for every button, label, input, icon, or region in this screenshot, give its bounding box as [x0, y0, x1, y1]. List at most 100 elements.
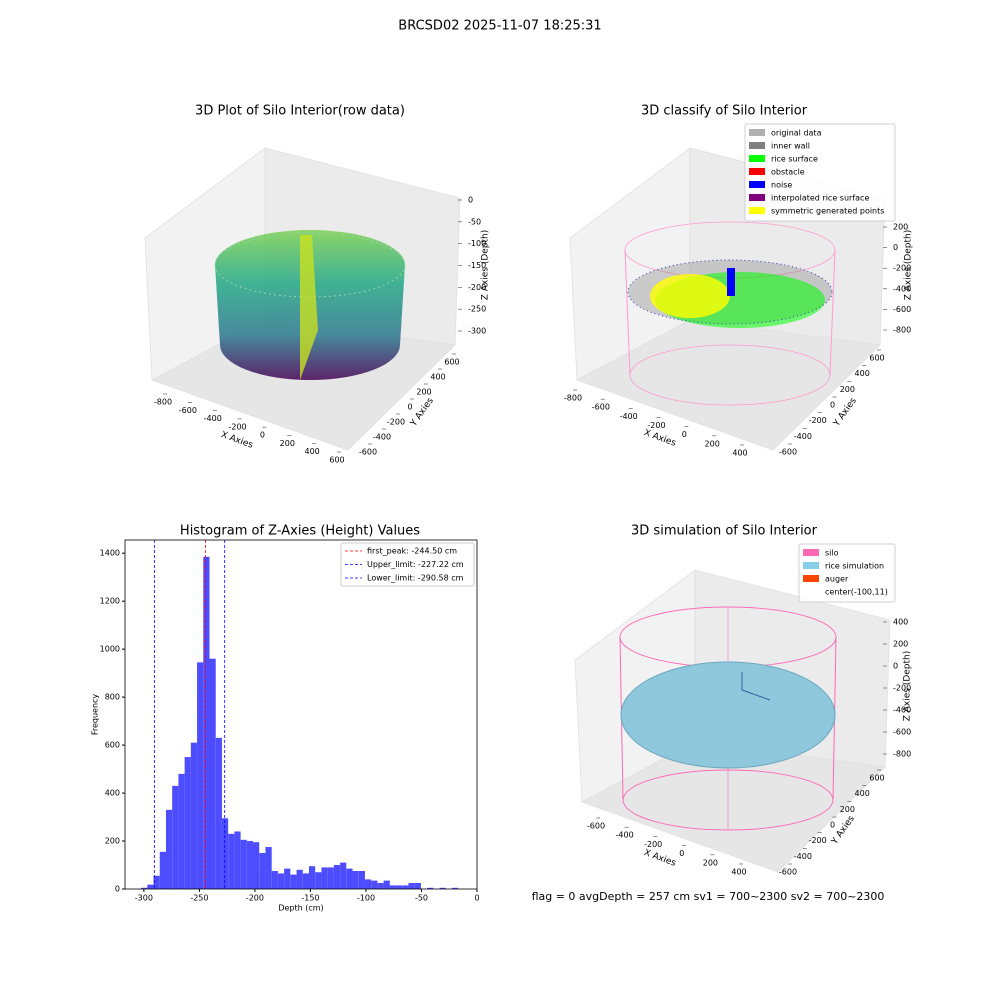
- y-tick-label: 200: [840, 385, 855, 394]
- x-tick-label: 400: [732, 449, 747, 458]
- panes-1: [144, 147, 461, 451]
- legend-box: [744, 123, 896, 222]
- hist-bar: [197, 662, 204, 889]
- z-tick-label: -600: [893, 305, 911, 314]
- x-tick-label: -50: [415, 894, 428, 903]
- hist-bar: [327, 867, 334, 889]
- hist-bar: [358, 871, 365, 889]
- status-text: flag = 0 avgDepth = 257 cm sv1 = 700~230…: [532, 890, 885, 903]
- y-tick-label: 0: [407, 403, 412, 412]
- legend-label: auger: [825, 575, 849, 584]
- z-axis-label: Z Axies (Depth): [904, 230, 914, 301]
- legend-box: [798, 543, 896, 603]
- suptitle: BRCSD02 2025-11-07 18:25:31: [398, 19, 601, 34]
- z-tick-label: 0: [468, 196, 473, 205]
- y-tick-label: -600: [779, 448, 797, 457]
- x-tick-label: 200: [705, 439, 720, 448]
- hist-bar: [364, 879, 372, 889]
- z-tick-label: -200: [468, 283, 486, 292]
- y-tick-label: -200: [809, 836, 827, 845]
- hist-bar: [209, 658, 216, 889]
- hist-bar: [302, 873, 309, 889]
- y-tick-label: 600: [869, 774, 884, 783]
- y-tick-label: 1000: [100, 645, 120, 654]
- legend-label: original data: [771, 129, 822, 138]
- hist-bar: [396, 885, 403, 889]
- y-tick-label: -400: [373, 433, 391, 442]
- x-tick-label: 0: [474, 894, 479, 903]
- hist-bar: [290, 874, 297, 889]
- x-tick-label: -300: [135, 894, 153, 903]
- x-tick-label: -200: [228, 422, 246, 431]
- x-tick-label: -600: [587, 822, 605, 831]
- y-tick-label: 400: [855, 789, 870, 798]
- hist-bar: [172, 785, 179, 889]
- legend-swatch: [803, 575, 819, 582]
- hist-bar: [439, 887, 446, 889]
- hist-bar: [253, 842, 260, 889]
- x-axis-label: X Axies: [219, 430, 254, 451]
- z-tick-label: -150: [468, 261, 486, 270]
- legend-swatch: [749, 181, 765, 188]
- x-tick-label: 600: [329, 456, 344, 465]
- hist-bar: [352, 871, 359, 889]
- hist-bar: [346, 868, 353, 889]
- y-tick-label: -400: [794, 852, 812, 861]
- chart-title: Histogram of Z-Axies (Height) Values: [180, 524, 420, 539]
- hist-bar: [371, 880, 378, 889]
- hist-bar: [321, 867, 328, 889]
- z-tick-label: -800: [893, 750, 911, 759]
- legend-label: interpolated rice surface: [771, 194, 869, 203]
- hist-bar: [408, 883, 415, 889]
- legend-label: noise: [771, 181, 792, 190]
- y-axis-label: Y Axies: [829, 814, 857, 847]
- silo-classify-shape: [624, 221, 836, 406]
- hist-bar: [215, 737, 222, 889]
- hist-bar: [165, 809, 173, 889]
- hist-bar: [141, 887, 148, 889]
- hist-bar: [296, 869, 303, 889]
- y-tick-label: 600: [444, 358, 459, 367]
- y-tick-label: 0: [830, 821, 835, 830]
- y-tick-label: -200: [387, 418, 405, 427]
- hist-bar: [414, 883, 421, 889]
- x-axis-label: Depth (cm): [278, 904, 323, 913]
- z-tick-label: 0: [893, 243, 898, 252]
- x-tick-label: 400: [731, 868, 746, 877]
- hist-bar: [190, 742, 198, 889]
- y-tick-label: 1400: [100, 549, 120, 558]
- x-tick-label: -200: [647, 421, 665, 430]
- hist-bar: [377, 883, 384, 889]
- hist-bar: [271, 871, 278, 889]
- z-tick-label: -600: [893, 728, 911, 737]
- x-tick-label: 200: [280, 439, 295, 448]
- hist-bar: [153, 875, 160, 889]
- y-tick-label: 0: [830, 401, 835, 410]
- y-tick-label: 200: [840, 805, 855, 814]
- x-tick-label: 0: [679, 849, 684, 858]
- legend-swatch: [749, 207, 765, 214]
- legend-label: center(-100,11): [825, 588, 888, 597]
- hist-bar: [333, 865, 341, 889]
- z-tick-label: 200: [893, 640, 908, 649]
- y-tick-label: 600: [105, 741, 120, 750]
- x-tick-label: -200: [246, 894, 264, 903]
- y-tick-label: 600: [869, 354, 884, 363]
- z-tick-label: -300: [468, 327, 486, 336]
- legend-label: rice surface: [771, 155, 818, 164]
- hist-bar: [315, 872, 322, 889]
- y-tick-label: 400: [855, 369, 870, 378]
- hist-bar: [234, 831, 241, 889]
- x-tick-label: 0: [682, 430, 687, 439]
- y-tick-label: -400: [794, 432, 812, 441]
- legend-box: [340, 542, 475, 587]
- x-tick-label: -600: [592, 403, 610, 412]
- hist-bar: [308, 866, 316, 889]
- x-tick-label: 0: [260, 431, 265, 440]
- legend-label: Upper_limit: -227.22 cm: [367, 560, 464, 569]
- legend-label: inner wall: [771, 142, 810, 151]
- z-tick-label: -250: [468, 305, 486, 314]
- y-tick-label: -200: [809, 416, 827, 425]
- hist-bar: [340, 862, 347, 889]
